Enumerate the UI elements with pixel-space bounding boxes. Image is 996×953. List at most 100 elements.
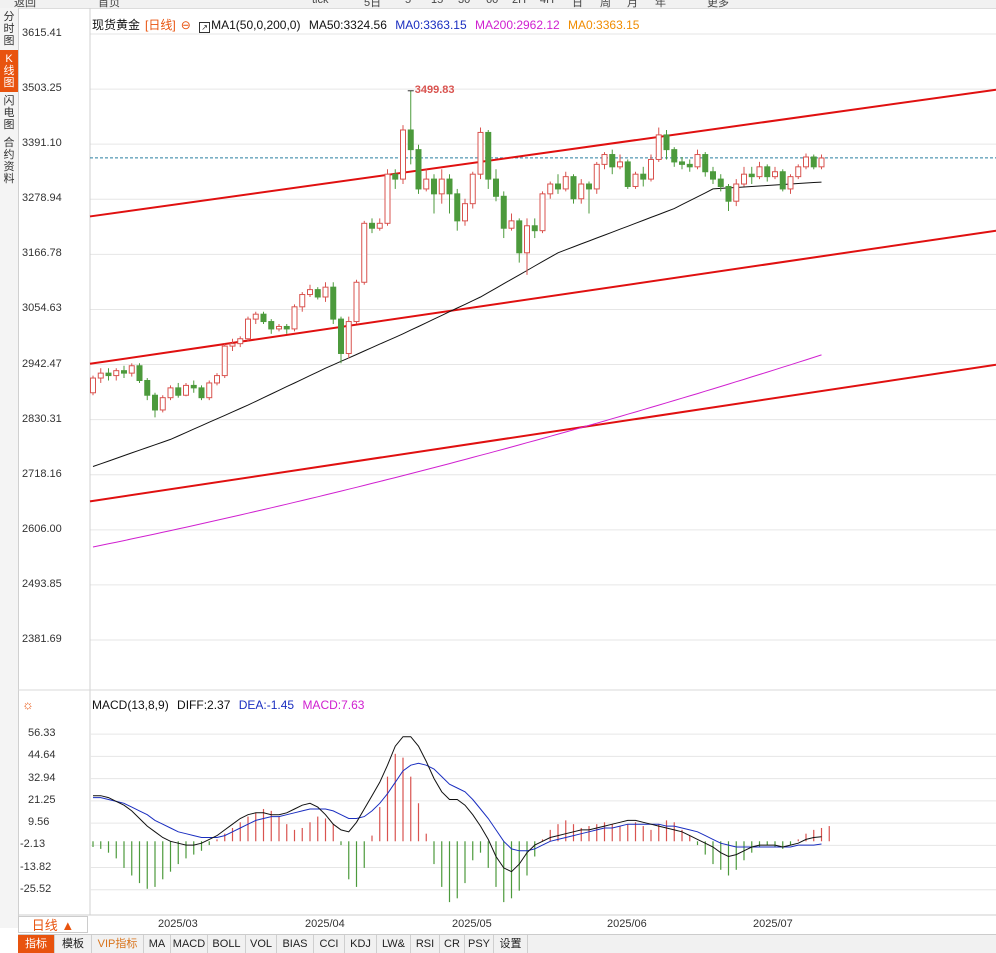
candle-body [694,154,701,168]
candle-body [338,318,344,354]
toolbar-item[interactable]: 5日 [364,0,382,9]
indicator-tab[interactable]: CCI [314,935,345,953]
candle-body [97,372,104,379]
toolbar-item[interactable]: 年 [655,0,666,9]
toolbar-item[interactable]: 2H [512,0,527,6]
candle-body [733,183,740,202]
candle-body [276,325,282,330]
price-tick-label: 3278.94 [22,192,62,205]
toolbar-item[interactable]: 更多 [707,0,729,9]
sidebar-tab[interactable]: 分时图 [3,11,15,47]
candle-body [283,325,290,330]
indicator-tab[interactable]: MA [144,935,171,953]
candle-body [795,166,802,178]
price-tick-label: 2606.00 [22,522,62,535]
indicator-tab[interactable]: VIP指标 [92,935,144,953]
macd-histogram [92,753,830,903]
candle-body [586,183,592,190]
ma-icon: ↗ [199,22,211,33]
candle-body [601,154,608,165]
macd-legend: MACD(13,8,9) DIFF:2.37 DEA:-1.45 MACD:7.… [92,698,369,712]
macd-name: MACD(13,8,9) [92,698,169,712]
toolbar-item[interactable]: 周 [600,0,611,9]
candle-body [485,131,492,180]
candle-body [260,313,267,323]
indicator-tab[interactable]: LW& [377,935,411,953]
candle-body [508,220,515,229]
candle-body [516,220,523,254]
candle-body [299,294,306,308]
candle-body [384,173,391,224]
candle-body [423,178,430,190]
candle-body [431,178,437,195]
toolbar-item[interactable]: 60 [486,0,499,6]
candle-body [617,161,623,168]
candle-body [438,178,445,195]
macd-tick-label: -13.82 [20,860,52,873]
period-selector-button[interactable]: 日线 ▲ [18,916,88,933]
candle-body [539,193,546,232]
price-tick-label: 2718.16 [22,467,62,480]
indicator-tab[interactable]: CR [440,935,465,953]
candle-body [531,225,538,232]
candle-body [624,161,631,187]
toolbar-item[interactable]: 月 [627,0,638,9]
indicator-tab[interactable]: 指标 [18,935,55,953]
candle-body [167,387,174,399]
candle-body [221,345,228,377]
toolbar-item[interactable]: 返回 [14,0,36,9]
toolbar-item[interactable]: 15 [431,0,444,6]
toolbar-item[interactable]: 5 [405,0,412,6]
candle-body [376,222,383,229]
toolbar-item[interactable]: 4H [540,0,555,6]
settings-icon[interactable]: ⊖ [180,18,191,32]
indicator-tab[interactable]: BOLL [208,935,246,953]
candle-body [524,225,530,254]
macd-tick-label: 32.94 [28,771,56,784]
date-tick-label: 2025/07 [753,918,793,930]
trend-line [89,88,996,218]
candle-body [198,387,205,399]
indicator-tab[interactable]: VOL [246,935,277,953]
trend-line [89,363,996,503]
date-tick-label: 2025/05 [452,918,492,930]
toolbar-item[interactable]: 首页 [98,0,120,9]
candle-body [400,129,406,180]
candle-body [671,149,678,163]
indicator-tab[interactable]: MACD [171,935,208,953]
macd-tick-label: 44.64 [28,749,56,762]
macd-tick-label: 56.33 [28,727,56,740]
macd-tick-label: 21.25 [28,793,56,806]
toolbar-item[interactable]: tick [312,0,329,6]
candle-body [764,166,771,178]
candle-body [462,203,468,222]
candle-body [291,306,298,330]
indicator-tab[interactable]: RSI [411,935,440,953]
ma50-line [92,181,822,467]
candle-body [477,131,484,175]
sidebar-tab[interactable]: 闪电图 [3,95,15,131]
toolbar-item[interactable]: 30 [458,0,471,6]
candle-body [252,313,259,320]
price-tick-label: 3166.78 [22,247,62,260]
indicator-tab[interactable]: BIAS [277,935,314,953]
candle-body [121,370,127,374]
candle-body [640,173,647,180]
legend-period[interactable]: [日线] [145,18,176,32]
indicator-tab[interactable]: 模板 [55,935,92,953]
candle-body [748,173,755,178]
macd-settings-icon[interactable]: ☼ [22,697,34,712]
toolbar-item[interactable]: 日 [572,0,583,9]
sidebar-tab[interactable]: 合约资料 [3,137,15,185]
candle-body [578,183,585,200]
legend-ma0-orange: MA0:3363.15 [568,18,640,32]
indicator-tab[interactable]: KDJ [345,935,377,953]
indicator-tab[interactable]: 设置 [494,935,528,953]
date-tick-label: 2025/03 [158,918,198,930]
ma200-line [92,354,822,548]
indicator-tab[interactable]: PSY [465,935,494,953]
candle-body [469,173,476,205]
